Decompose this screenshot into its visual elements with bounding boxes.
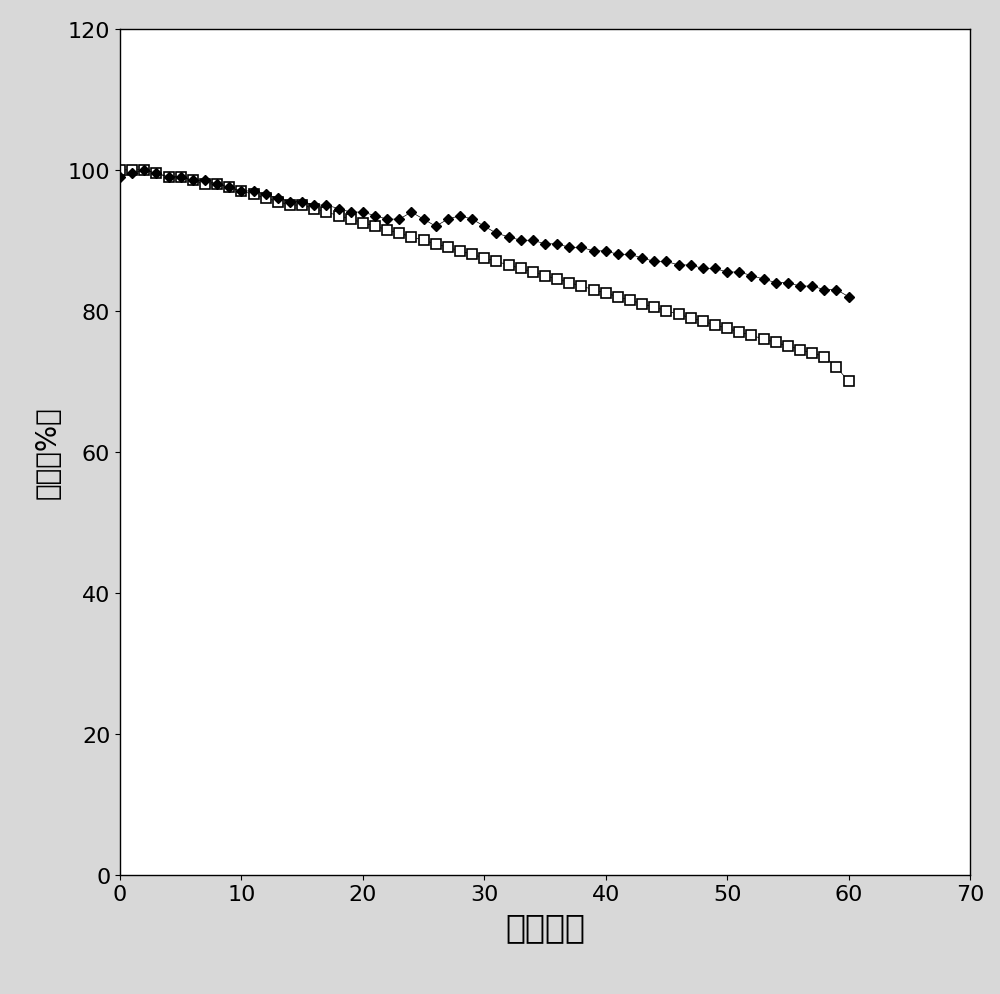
series2 [114,172,126,184]
Line: series2: series2 [117,167,852,301]
series1 [843,376,855,388]
series1 [284,200,296,212]
X-axis label: 循环次数: 循环次数 [505,910,585,943]
series2 [758,273,770,285]
Y-axis label: 容量（%）: 容量（%） [34,406,62,499]
series2 [843,291,855,303]
series1 [260,193,272,205]
Line: series1: series1 [115,166,853,387]
series1 [551,273,563,285]
series2 [515,236,527,248]
series1 [503,259,515,271]
series2 [138,165,150,177]
series2 [563,243,575,254]
series1 [114,165,126,177]
series2 [381,214,393,226]
series1 [745,330,757,342]
series2 [296,197,308,209]
series2 [272,193,284,205]
series1 [369,221,381,233]
